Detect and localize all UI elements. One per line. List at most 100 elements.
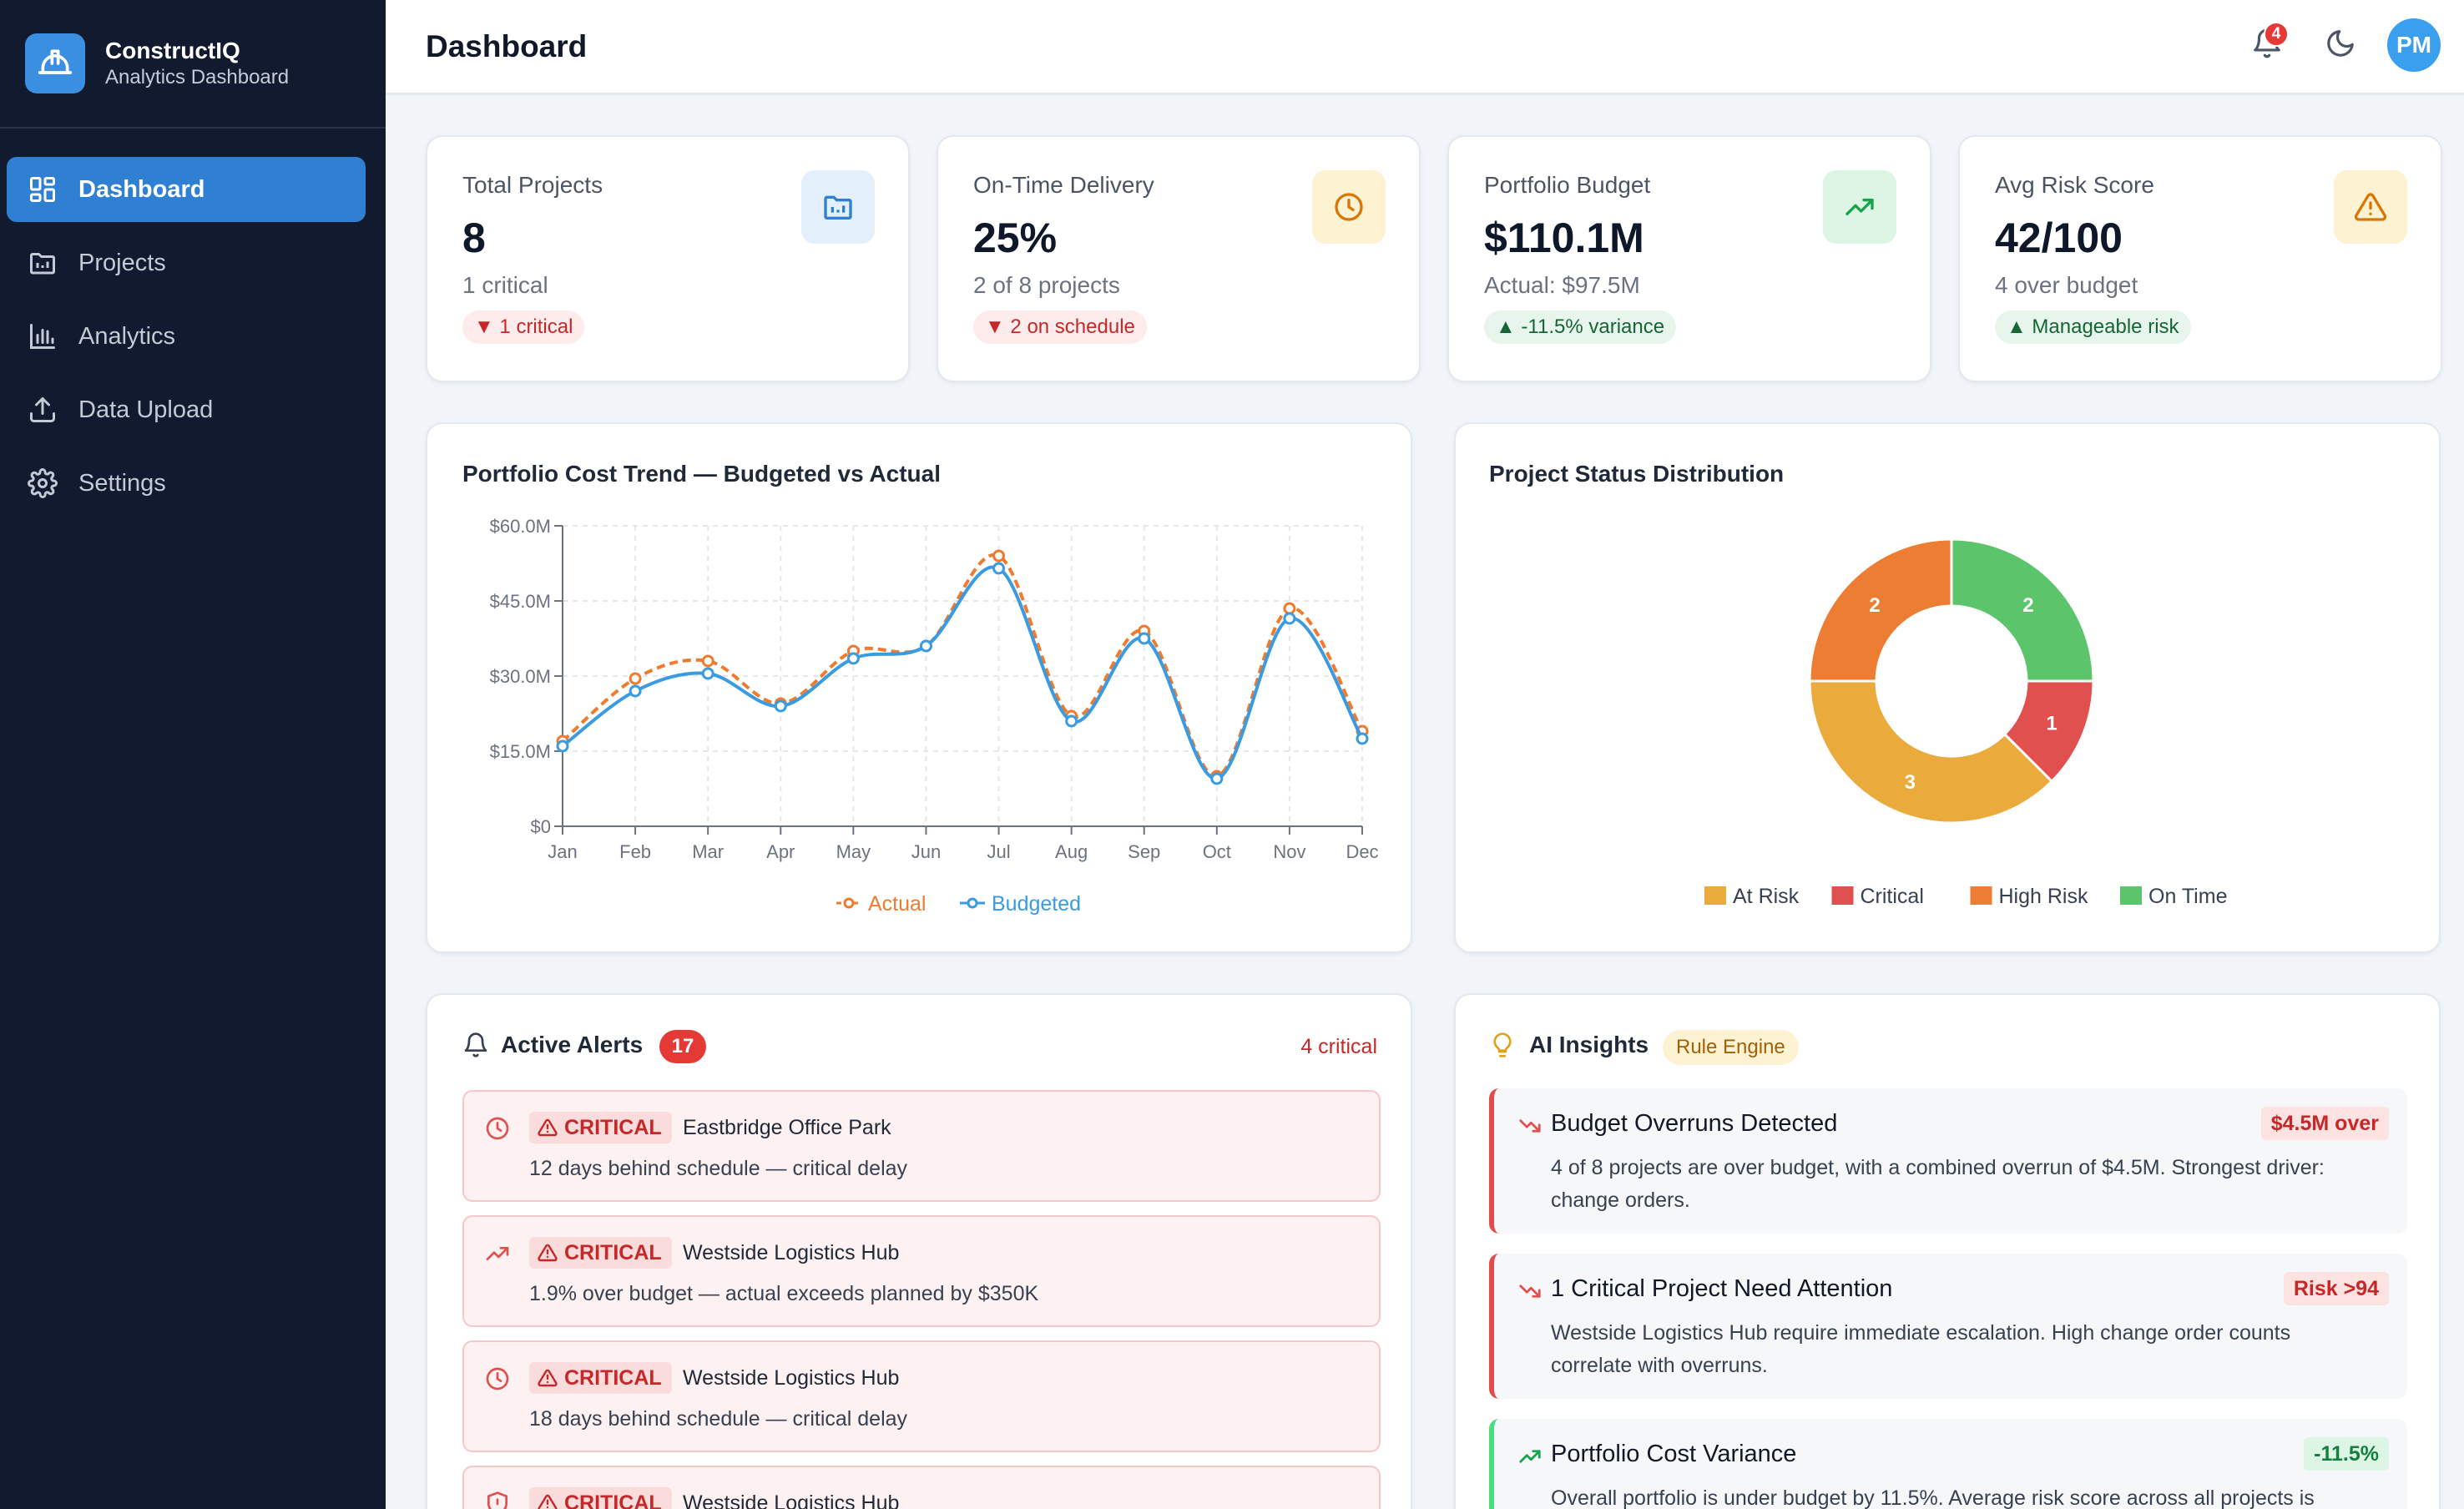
kpi-badge: ▼ 2 on schedule xyxy=(973,310,1147,344)
sidebar-item-label: Projects xyxy=(78,249,166,276)
legend-label: Budgeted xyxy=(992,892,1081,916)
insight-item[interactable]: Portfolio Cost Variance -11.5% Overall p… xyxy=(1489,1419,2407,1509)
status-donut-chart: 2 1 3 2 At Risk Critical High Risk On Time xyxy=(1704,537,2227,908)
critical-tag-label: CRITICAL xyxy=(564,1240,662,1264)
slice-value-label: 2 xyxy=(1869,594,1880,617)
theme-toggle-button[interactable] xyxy=(2315,20,2366,70)
insight-item[interactable]: 1 Critical Project Need Attention Risk >… xyxy=(1489,1254,2407,1399)
legend-label: On Time xyxy=(2148,885,2227,908)
kpi-subtext: Actual: $97.5M xyxy=(1484,272,1640,298)
warning-icon xyxy=(538,1118,558,1137)
kpi-label: On-Time Delivery xyxy=(973,172,1154,198)
alert-item[interactable]: CRITICAL Westside Logistics Hub xyxy=(462,1466,1381,1509)
insights-title: AI Insights xyxy=(1529,1032,1649,1057)
sidebar-nav: Dashboard Projects Analytics Data Upload… xyxy=(0,129,386,516)
notification-count-badge: 4 xyxy=(2264,22,2289,47)
alert-description: 12 days behind schedule — critical delay xyxy=(529,1157,908,1180)
data-point-actual xyxy=(992,549,1006,563)
insight-tag: $4.5M over xyxy=(2260,1107,2389,1140)
trending-up-icon xyxy=(484,1240,511,1267)
kpi-value: 8 xyxy=(462,214,486,261)
trending-up-icon xyxy=(1517,1444,1544,1471)
alerts-title: Active Alerts xyxy=(501,1032,644,1057)
sidebar-item-label: Settings xyxy=(78,469,166,497)
warning-icon xyxy=(538,1369,558,1387)
rule-engine-tag: Rule Engine xyxy=(1663,1030,1799,1065)
brand-subtitle: Analytics Dashboard xyxy=(105,66,290,88)
brand-name: ConstructIQ xyxy=(105,38,240,63)
x-tick-label: Nov xyxy=(1273,841,1305,862)
data-point-budgeted xyxy=(1356,732,1369,745)
sidebar-item-analytics[interactable]: Analytics xyxy=(7,304,366,369)
data-point-budgeted xyxy=(919,639,932,653)
legend-swatch xyxy=(1831,886,1854,905)
x-tick-label: Jul xyxy=(987,841,1010,862)
sidebar-item-data-upload[interactable]: Data Upload xyxy=(7,377,366,442)
data-point-budgeted xyxy=(846,652,860,665)
legend-label: Critical xyxy=(1861,885,1924,908)
legend-marker xyxy=(843,897,855,909)
x-tick-label: Mar xyxy=(692,841,724,862)
legend-swatch xyxy=(2120,886,2142,905)
notifications-button[interactable]: 4 xyxy=(2242,20,2292,70)
grid-icon xyxy=(27,174,58,205)
page-title: Dashboard xyxy=(426,28,588,63)
series-line-budgeted xyxy=(561,565,1364,780)
chart-title: Portfolio Cost Trend — Budgeted vs Actua… xyxy=(462,461,942,487)
kpi-label: Avg Risk Score xyxy=(1995,172,2154,198)
kpi-card-portfolio-budget: Portfolio Budget $110.1M Actual: $97.5M … xyxy=(1447,135,1931,382)
avatar[interactable]: PM xyxy=(2387,18,2441,72)
alert-project-name: Westside Logistics Hub xyxy=(683,1366,900,1390)
sidebar-item-settings[interactable]: Settings xyxy=(7,451,366,516)
x-tick-label: Jun xyxy=(911,841,941,862)
sidebar-item-projects[interactable]: Projects xyxy=(7,230,366,295)
folder-chart-icon xyxy=(801,170,875,244)
clock-icon xyxy=(484,1365,511,1392)
x-tick-label: Feb xyxy=(619,841,651,862)
donut-slice-on-time xyxy=(1950,537,2095,683)
status-distribution-card: Project Status Distribution 2 1 3 2 At Risk C… xyxy=(1454,422,2441,953)
alert-item[interactable]: CRITICAL Eastbridge Office Park 12 days … xyxy=(462,1090,1381,1202)
data-point-actual xyxy=(629,672,642,685)
active-alerts-card: Active Alerts 17 4 critical CRITICAL Eas… xyxy=(426,993,1412,1509)
data-point-actual xyxy=(1283,602,1296,615)
slice-value-label: 3 xyxy=(1905,771,1916,794)
insight-tag: Risk >94 xyxy=(2283,1272,2389,1305)
alert-project-name: Eastbridge Office Park xyxy=(683,1116,891,1139)
sidebar-item-label: Analytics xyxy=(78,322,176,350)
data-point-budgeted xyxy=(556,739,569,753)
trending-down-icon xyxy=(1517,1113,1544,1140)
x-tick-label: Jan xyxy=(548,841,577,862)
x-tick-label: Sep xyxy=(1128,841,1160,862)
kpi-subtext: 4 over budget xyxy=(1995,272,2138,298)
alert-item[interactable]: CRITICAL Westside Logistics Hub 18 days … xyxy=(462,1340,1381,1452)
alert-description: 18 days behind schedule — critical delay xyxy=(529,1407,908,1431)
x-tick-label: Aug xyxy=(1055,841,1088,862)
data-point-actual xyxy=(701,654,714,668)
top-header: Dashboard 4 PM xyxy=(386,0,2464,95)
kpi-subtext: 2 of 8 projects xyxy=(973,272,1120,298)
sidebar: ConstructIQ Analytics Dashboard Dashboar… xyxy=(0,0,386,1509)
legend-swatch xyxy=(1970,886,1992,905)
data-point-budgeted xyxy=(1138,632,1151,645)
insight-item[interactable]: Budget Overruns Detected $4.5M over 4 of… xyxy=(1489,1088,2407,1234)
alerts-critical-count[interactable]: 4 critical xyxy=(1300,1035,1377,1058)
bar-chart-icon xyxy=(27,320,58,352)
slice-value-label: 1 xyxy=(2046,713,2057,735)
clock-icon xyxy=(1312,170,1386,244)
chart-title: Project Status Distribution xyxy=(1489,461,1785,487)
cost-trend-chart: $0 $15.0M $30.0M $45.0M $60.0M Jan Feb Mar Apr Ma… xyxy=(490,516,1379,916)
bell-icon xyxy=(462,1032,489,1062)
clock-icon xyxy=(484,1115,511,1142)
x-tick-label: May xyxy=(836,841,871,862)
cost-trend-card: Portfolio Cost Trend — Budgeted vs Actua… xyxy=(426,422,1412,953)
warning-icon xyxy=(538,1494,558,1509)
kpi-value: 25% xyxy=(973,214,1058,261)
data-point-budgeted xyxy=(701,667,714,680)
shield-icon xyxy=(484,1491,511,1509)
sidebar-item-dashboard[interactable]: Dashboard xyxy=(7,157,366,222)
alert-item[interactable]: CRITICAL Westside Logistics Hub 1.9% ove… xyxy=(462,1215,1381,1327)
hard-hat-icon xyxy=(25,33,85,93)
folder-chart-icon xyxy=(27,247,58,279)
kpi-badge: ▼ 1 critical xyxy=(462,310,585,344)
